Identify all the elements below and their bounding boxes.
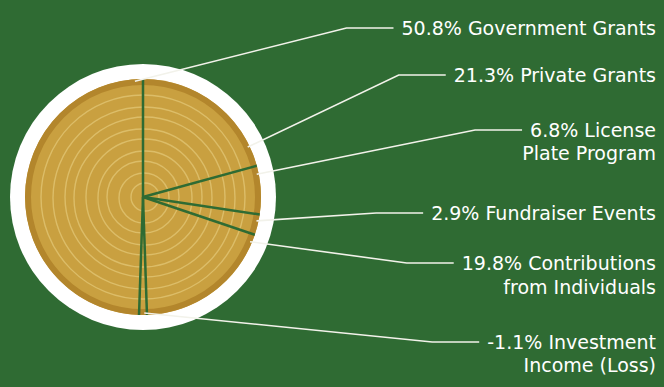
slice-label: 50.8% Government Grants [401, 17, 656, 39]
value-label: -1.1% [487, 331, 548, 353]
value-label: 6.8% [530, 119, 584, 141]
slice [139, 197, 147, 315]
slice-label: -1.1% Investment [487, 331, 656, 353]
leader-line [144, 313, 479, 342]
slice-label: Income (Loss) [524, 354, 656, 376]
slice-divider [142, 79, 145, 197]
category-label: Contributions [528, 252, 656, 274]
leader-line [135, 28, 394, 81]
category-label: Government Grants [468, 17, 656, 39]
leader-line [248, 75, 446, 147]
chart: 50.8% Government Grants 21.3% Private Gra… [0, 0, 664, 387]
slice-label: Plate Program [522, 142, 656, 164]
leader-line [257, 213, 424, 221]
value-label: 21.3% [454, 64, 520, 86]
slice-label: 6.8% License [530, 119, 656, 141]
slice-divider [143, 197, 260, 214]
background [0, 0, 664, 387]
slice [25, 79, 143, 315]
slice-label: 19.8% Contributions [462, 252, 656, 274]
value-label: 2.9% [431, 202, 485, 224]
slice-label: from Individuals [503, 276, 656, 298]
category-label: License [584, 119, 656, 141]
slice-divider [143, 197, 147, 315]
labels: 50.8% Government Grants 21.3% Private Gra… [401, 17, 656, 376]
slice [143, 197, 255, 315]
leader-line [257, 130, 522, 174]
leader-line [250, 242, 454, 263]
slice-divider [143, 197, 255, 235]
stump-rim [10, 64, 276, 330]
leaders [135, 28, 522, 342]
slices [25, 79, 261, 315]
category-label: Private Grants [520, 64, 656, 86]
value-label: 50.8% [401, 17, 467, 39]
value-label: 19.8% [462, 252, 528, 274]
category-label: Fundraiser Events [485, 202, 656, 224]
dividers [139, 79, 260, 315]
slice-label: 2.9% Fundraiser Events [431, 202, 656, 224]
slice-label: 21.3% Private Grants [454, 64, 656, 86]
category-label: Investment [548, 331, 656, 353]
slice-divider [143, 166, 257, 197]
